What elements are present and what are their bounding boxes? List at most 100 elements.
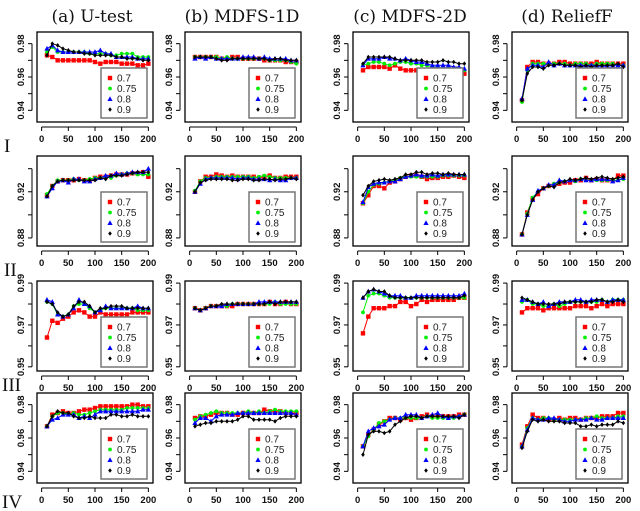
data-point xyxy=(251,177,256,183)
x-axis: 0 50 100 150 200 xyxy=(187,126,304,145)
legend-marker xyxy=(256,356,260,361)
data-point xyxy=(203,415,209,420)
x-tick-label: 100 xyxy=(87,383,103,394)
legend-label: 0.7 xyxy=(592,74,606,85)
data-point xyxy=(114,59,119,65)
data-point xyxy=(60,49,66,54)
data-point xyxy=(49,416,55,422)
data-point xyxy=(535,191,541,197)
data-point xyxy=(93,177,97,183)
x-axis: 0 50 100 150 200 xyxy=(187,375,304,394)
data-point xyxy=(103,305,108,311)
legend: 0.70.750.80.9 xyxy=(575,191,623,243)
y-tick-label: 0.96 xyxy=(164,429,175,448)
data-point xyxy=(76,58,82,63)
legend-label: 0.75 xyxy=(433,333,453,344)
y-tick-label: 0.92 xyxy=(164,183,175,202)
data-point xyxy=(519,310,525,315)
legend-label: 0.7 xyxy=(117,323,131,334)
data-point xyxy=(289,58,293,63)
data-point xyxy=(141,58,145,63)
legend-marker xyxy=(582,345,588,350)
data-point xyxy=(414,301,419,307)
legend-marker xyxy=(424,86,428,91)
data-point xyxy=(462,293,467,298)
data-point xyxy=(214,172,219,177)
plot-frame xyxy=(352,280,470,372)
data-point xyxy=(203,177,208,183)
row-label-1: I xyxy=(4,136,10,157)
series-0-8 xyxy=(519,415,626,449)
y-axis: 0.88 0.92 xyxy=(16,168,33,247)
data-point xyxy=(430,414,435,419)
data-point xyxy=(605,63,610,68)
data-point xyxy=(267,174,272,179)
data-point xyxy=(230,419,235,424)
data-point xyxy=(267,58,272,63)
x-tick-label: 0 xyxy=(355,495,360,506)
data-point xyxy=(562,63,567,68)
data-point xyxy=(135,402,140,407)
data-point xyxy=(50,41,55,46)
y-tick-label: 0.96 xyxy=(164,68,175,87)
data-point xyxy=(377,177,381,183)
x-tick-label: 100 xyxy=(562,258,578,269)
x-tick-label: 50 xyxy=(211,258,222,269)
plot-frame xyxy=(184,392,302,484)
data-point xyxy=(93,53,97,58)
data-point xyxy=(440,62,446,68)
data-point xyxy=(119,61,124,66)
legend-label: 0.7 xyxy=(433,435,447,446)
data-point xyxy=(462,412,467,417)
data-point xyxy=(146,172,151,177)
data-point xyxy=(82,415,87,421)
plot-frame xyxy=(511,280,629,372)
data-point xyxy=(615,301,621,307)
data-point xyxy=(376,306,382,311)
data-point xyxy=(92,59,98,65)
x-tick-label: 200 xyxy=(288,134,304,145)
data-point xyxy=(55,415,61,420)
data-point xyxy=(277,410,283,415)
data-point xyxy=(49,299,55,304)
data-point xyxy=(584,175,588,181)
legend-label: 0.8 xyxy=(592,456,606,467)
data-point xyxy=(55,320,60,326)
y-tick-label: 0.94 xyxy=(491,100,502,119)
data-point xyxy=(103,53,108,58)
panel-3-a: 0 50 100 150 200 0.95 0.97 0.99 0.70.750.80.9 xyxy=(16,274,156,394)
data-point xyxy=(435,410,441,415)
data-point xyxy=(119,404,124,409)
y-tick-label: 0.92 xyxy=(332,183,343,202)
data-point xyxy=(55,43,60,48)
x-tick-label: 100 xyxy=(562,383,578,394)
data-point xyxy=(382,64,387,70)
data-point xyxy=(610,299,615,305)
series-line xyxy=(46,172,149,195)
data-point xyxy=(283,299,288,305)
column-title-a: (a) U-test xyxy=(51,7,132,27)
data-point xyxy=(97,408,103,414)
column-title-b: (b) MDFS-1D xyxy=(185,7,300,27)
data-point xyxy=(546,415,552,420)
data-point xyxy=(610,297,616,302)
data-point xyxy=(92,405,98,411)
y-axis: 0.94 0.96 0.98 xyxy=(16,34,33,120)
series-0-9 xyxy=(193,54,299,63)
data-point xyxy=(82,58,87,63)
legend-marker xyxy=(256,335,260,340)
legend-label: 0.75 xyxy=(592,333,612,344)
data-point xyxy=(387,293,392,298)
x-axis: 0 50 100 150 200 xyxy=(355,487,472,506)
data-point xyxy=(246,414,251,419)
data-point xyxy=(551,306,557,311)
data-point xyxy=(546,419,551,424)
data-point xyxy=(387,303,392,309)
data-point xyxy=(45,194,49,199)
data-point xyxy=(125,51,129,56)
data-point xyxy=(294,299,299,305)
data-point xyxy=(267,299,272,305)
data-point xyxy=(66,410,71,416)
data-point xyxy=(77,299,81,305)
data-point xyxy=(124,312,130,317)
